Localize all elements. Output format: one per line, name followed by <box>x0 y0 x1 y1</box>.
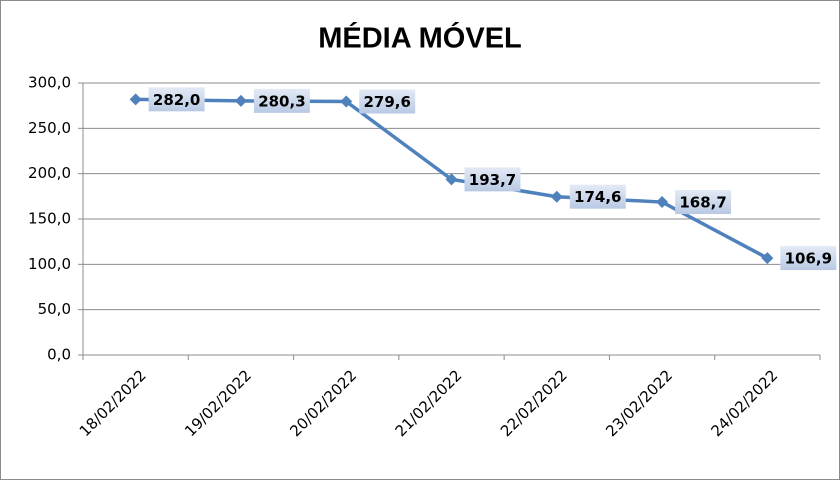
y-tick-label: 250,0 <box>28 119 71 137</box>
y-tick-label: 150,0 <box>28 210 71 228</box>
y-tick-label: 100,0 <box>28 255 71 273</box>
marker <box>445 173 458 186</box>
label-box <box>464 167 521 192</box>
value-label: 168,7 <box>679 194 726 212</box>
value-label: 280,3 <box>258 92 305 110</box>
value-label: 106,9 <box>785 250 832 268</box>
value-label: 282,0 <box>153 91 200 109</box>
marker <box>656 196 669 209</box>
label-box <box>253 88 310 113</box>
y-tick-label: 200,0 <box>28 164 71 182</box>
marker <box>550 190 563 203</box>
value-label: 193,7 <box>469 171 516 189</box>
value-label: 174,6 <box>574 188 621 206</box>
label-box <box>359 89 416 114</box>
y-tick-label: 300,0 <box>28 74 71 92</box>
label-box <box>148 87 205 112</box>
label-box <box>569 184 626 209</box>
marker <box>129 93 142 106</box>
y-tick-label: 50,0 <box>38 300 71 318</box>
marker <box>234 94 247 107</box>
marker <box>340 95 353 108</box>
y-tick-label: 0,0 <box>47 346 71 364</box>
chart-title: MÉDIA MÓVEL <box>318 21 522 55</box>
value-label: 279,6 <box>363 93 410 111</box>
marker <box>761 252 774 265</box>
label-box <box>780 246 837 271</box>
label-box <box>675 190 732 215</box>
